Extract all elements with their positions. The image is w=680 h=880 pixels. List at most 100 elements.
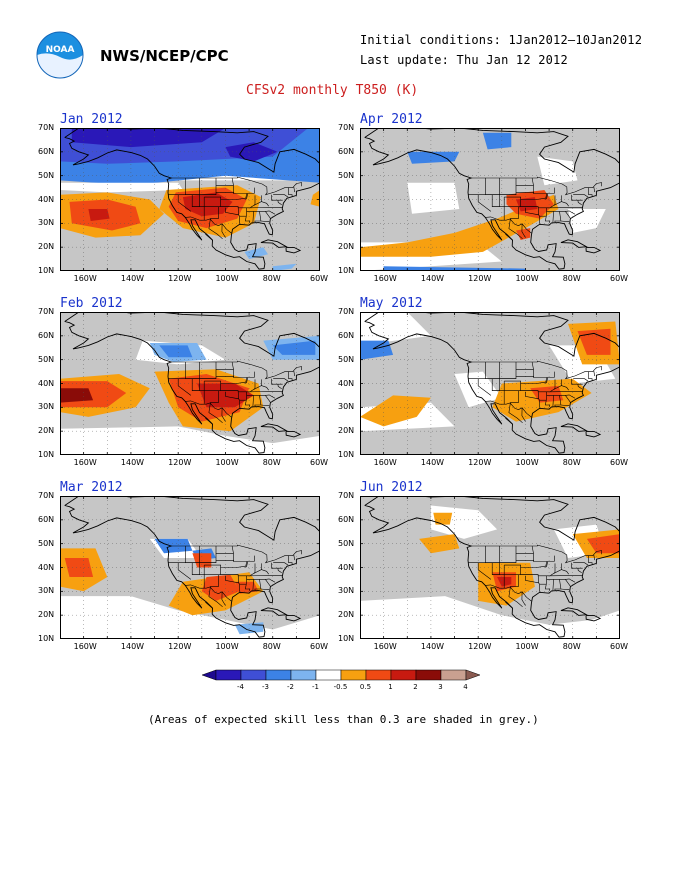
panel-title-apr: Apr 2012 bbox=[360, 112, 423, 127]
political-border bbox=[208, 587, 223, 608]
panel-title-feb: Feb 2012 bbox=[60, 296, 123, 311]
coastline bbox=[285, 246, 302, 254]
political-border bbox=[185, 400, 232, 418]
political-border bbox=[254, 395, 262, 407]
political-border bbox=[208, 403, 223, 424]
lon-label: 60W bbox=[310, 274, 329, 283]
political-border bbox=[471, 176, 602, 196]
anomaly-region bbox=[537, 156, 578, 186]
political-border bbox=[565, 579, 571, 587]
lon-label: 60W bbox=[610, 642, 629, 651]
political-border bbox=[260, 404, 270, 406]
colorbar-label: 1 bbox=[388, 683, 392, 691]
political-border bbox=[573, 194, 589, 198]
lon-label: 140W bbox=[420, 458, 445, 467]
initial-conditions: Initial conditions: 1Jan2012–10Jan2012 bbox=[360, 33, 643, 47]
lat-label: 10N bbox=[338, 266, 355, 275]
last-update: Last update: Thu Jan 12 2012 bbox=[360, 53, 568, 67]
map-panel-may bbox=[360, 312, 620, 455]
footnote: (Areas of expected skill less than 0.3 a… bbox=[148, 713, 539, 726]
lon-label: 140W bbox=[120, 274, 145, 283]
colorbar-segment bbox=[240, 669, 267, 681]
lat-label: 40N bbox=[38, 194, 55, 204]
political-border bbox=[492, 206, 583, 209]
political-border bbox=[509, 206, 519, 219]
political-border bbox=[288, 187, 293, 197]
anomaly-region bbox=[310, 190, 320, 207]
map-panel-apr bbox=[360, 128, 620, 271]
political-border bbox=[553, 563, 556, 574]
political-border bbox=[293, 370, 295, 377]
political-border bbox=[505, 417, 513, 425]
lat-label: 50N bbox=[38, 538, 55, 548]
anomaly-region bbox=[454, 371, 502, 408]
lat-label: 50N bbox=[38, 170, 55, 180]
political-border bbox=[477, 194, 492, 212]
lon-label: 80W bbox=[562, 274, 581, 283]
lon-label: 60W bbox=[610, 274, 629, 283]
political-border bbox=[550, 569, 569, 577]
lon-label: 120W bbox=[168, 458, 192, 467]
political-border bbox=[185, 584, 232, 602]
lat-label: 20N bbox=[38, 426, 55, 436]
political-border bbox=[293, 186, 295, 193]
political-border bbox=[209, 206, 219, 219]
political-border bbox=[246, 210, 276, 215]
political-border bbox=[273, 378, 289, 382]
colorbar-label: 3 bbox=[438, 683, 442, 691]
political-border bbox=[221, 223, 226, 238]
political-border bbox=[260, 588, 270, 590]
political-border bbox=[244, 391, 251, 407]
political-border bbox=[508, 219, 523, 240]
colorbar-label: -2 bbox=[287, 683, 294, 691]
logo-lettering: NOAA bbox=[46, 45, 75, 55]
lon-label: 120W bbox=[468, 458, 492, 467]
political-border bbox=[560, 404, 570, 406]
political-border bbox=[237, 390, 239, 399]
lat-label: 20N bbox=[338, 610, 355, 620]
colorbar-min-arrow bbox=[201, 669, 217, 681]
political-border bbox=[531, 361, 535, 378]
political-border bbox=[185, 216, 232, 234]
political-border bbox=[485, 584, 532, 602]
lat-label: 70N bbox=[338, 307, 355, 316]
lon-label: 160W bbox=[73, 642, 97, 651]
political-border bbox=[531, 177, 535, 194]
political-border bbox=[537, 390, 539, 399]
political-border bbox=[554, 211, 562, 223]
lat-label: 50N bbox=[38, 354, 55, 364]
lon-label: 80W bbox=[562, 458, 581, 467]
political-border bbox=[252, 579, 254, 591]
political-border bbox=[250, 385, 269, 393]
political-border bbox=[277, 200, 282, 205]
political-border bbox=[192, 574, 283, 577]
political-border bbox=[177, 194, 192, 212]
colorbar-segment bbox=[415, 669, 442, 681]
political-border bbox=[252, 211, 254, 223]
lon-label: 80W bbox=[262, 458, 281, 467]
political-border bbox=[246, 394, 276, 399]
lon-label: 140W bbox=[420, 642, 445, 651]
lat-label: 20N bbox=[38, 610, 55, 620]
political-border bbox=[593, 370, 595, 377]
anomaly-region bbox=[60, 388, 94, 403]
anomaly-region bbox=[60, 182, 183, 193]
map-panel-feb bbox=[60, 312, 320, 455]
anomaly-region bbox=[433, 512, 453, 525]
map-panel-jan bbox=[60, 128, 320, 271]
political-border bbox=[537, 206, 539, 215]
political-border bbox=[265, 579, 271, 587]
political-border bbox=[492, 574, 583, 577]
noaa-logo: NOAA bbox=[36, 31, 84, 79]
lon-label: 140W bbox=[120, 458, 145, 467]
political-border bbox=[509, 390, 519, 403]
political-border bbox=[577, 568, 582, 573]
political-border bbox=[192, 206, 283, 209]
colorbar: -4 -3 -2 -1 -0.5 0.5 1 2 3 4 bbox=[200, 668, 482, 694]
lat-label: 10N bbox=[38, 634, 55, 643]
anomaly-region bbox=[225, 142, 278, 162]
political-border bbox=[505, 233, 513, 241]
lat-label: 60N bbox=[38, 146, 55, 156]
colorbar-label: -0.5 bbox=[334, 683, 348, 691]
anomaly-region bbox=[64, 558, 94, 577]
